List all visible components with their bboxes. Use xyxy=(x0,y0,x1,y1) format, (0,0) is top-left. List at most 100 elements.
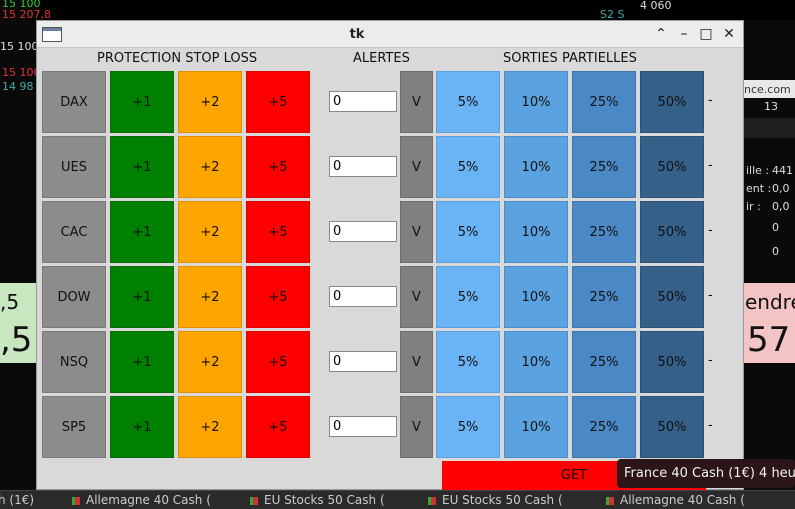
bg-strip xyxy=(744,80,795,98)
row-status: - xyxy=(708,353,713,368)
stop-plus2-button[interactable]: +2 xyxy=(178,266,242,328)
exit-10pct-button[interactable]: 10% xyxy=(504,396,568,458)
exit-5pct-button[interactable]: 5% xyxy=(436,71,500,133)
bg-price: 15 207,8 xyxy=(2,8,51,21)
row-status: - xyxy=(708,418,713,433)
stop-plus5-button[interactable]: +5 xyxy=(246,201,310,263)
stop-plus5-button[interactable]: +5 xyxy=(246,266,310,328)
exit-25pct-button[interactable]: 25% xyxy=(572,136,636,198)
exit-5pct-button[interactable]: 5% xyxy=(436,331,500,393)
stop-plus5-button[interactable]: +5 xyxy=(246,396,310,458)
taskbar-item[interactable]: h (1€) xyxy=(0,493,35,507)
taskbar-item[interactable]: Allemagne 40 Cash ( xyxy=(72,493,211,507)
alert-input[interactable] xyxy=(329,221,397,242)
taskbar-item-label: Allemagne 40 Cash ( xyxy=(620,493,745,507)
title-bar[interactable]: tk ⌃ – □ ✕ xyxy=(37,21,743,48)
bg-strip xyxy=(744,118,795,138)
taskbar-item[interactable]: EU Stocks 50 Cash ( xyxy=(250,493,385,507)
stop-plus2-button[interactable]: +2 xyxy=(178,396,242,458)
stop-plus5-button[interactable]: +5 xyxy=(246,71,310,133)
close-button[interactable]: ✕ xyxy=(723,26,735,42)
index-label: DOW xyxy=(42,266,106,328)
alert-input[interactable] xyxy=(329,351,397,372)
exit-10pct-button[interactable]: 10% xyxy=(504,201,568,263)
background-right-panel xyxy=(744,20,795,490)
row-status: - xyxy=(708,93,713,108)
taskbar: h (1€) Allemagne 40 Cash ( EU Stocks 50 … xyxy=(0,490,795,509)
exit-50pct-button[interactable]: 50% xyxy=(640,201,704,263)
exit-25pct-button[interactable]: 25% xyxy=(572,266,636,328)
bg-price: 15 100 xyxy=(2,66,41,79)
alert-validate-button[interactable]: V xyxy=(400,331,433,393)
exit-5pct-button[interactable]: 5% xyxy=(436,136,500,198)
exit-25pct-button[interactable]: 25% xyxy=(572,71,636,133)
exit-5pct-button[interactable]: 5% xyxy=(436,201,500,263)
bg-buy-price-small: ,5 xyxy=(0,290,20,314)
chart-icon xyxy=(606,496,614,505)
exit-25pct-button[interactable]: 25% xyxy=(572,331,636,393)
stop-plus2-button[interactable]: +2 xyxy=(178,136,242,198)
index-label: DAX xyxy=(42,71,106,133)
bg-label: 13 xyxy=(764,100,778,113)
chart-icon xyxy=(72,496,80,505)
alert-input[interactable] xyxy=(329,416,397,437)
bg-price: 4 060 xyxy=(640,0,672,12)
exit-5pct-button[interactable]: 5% xyxy=(436,266,500,328)
bg-sell-label: endre xyxy=(745,290,795,314)
exit-50pct-button[interactable]: 50% xyxy=(640,396,704,458)
exit-25pct-button[interactable]: 25% xyxy=(572,396,636,458)
exit-10pct-button[interactable]: 10% xyxy=(504,136,568,198)
exit-50pct-button[interactable]: 50% xyxy=(640,71,704,133)
bg-label: ille : xyxy=(746,164,770,177)
alert-input[interactable] xyxy=(329,286,397,307)
stop-plus1-button[interactable]: +1 xyxy=(110,396,174,458)
minimize-button[interactable]: – xyxy=(680,26,688,42)
exit-50pct-button[interactable]: 50% xyxy=(640,331,704,393)
stop-plus5-button[interactable]: +5 xyxy=(246,136,310,198)
alert-validate-button[interactable]: V xyxy=(400,71,433,133)
alert-input[interactable] xyxy=(329,91,397,112)
bg-label: ent : xyxy=(746,182,772,195)
exit-5pct-button[interactable]: 5% xyxy=(436,396,500,458)
stop-plus2-button[interactable]: +2 xyxy=(178,331,242,393)
alert-validate-button[interactable]: V xyxy=(400,396,433,458)
taskbar-item-label: EU Stocks 50 Cash ( xyxy=(264,493,385,507)
index-label: NSQ xyxy=(42,331,106,393)
bg-sell-price: 57 xyxy=(747,320,791,360)
maximize-up-icon[interactable]: ⌃ xyxy=(655,26,667,42)
stop-plus1-button[interactable]: +1 xyxy=(110,201,174,263)
bg-label: ir : xyxy=(746,200,761,213)
bg-price: 15 100 xyxy=(2,0,41,10)
exit-10pct-button[interactable]: 10% xyxy=(504,266,568,328)
bg-buy-panel xyxy=(0,283,36,363)
row-status: - xyxy=(708,223,713,238)
stop-plus1-button[interactable]: +1 xyxy=(110,266,174,328)
exit-10pct-button[interactable]: 10% xyxy=(504,331,568,393)
alert-validate-button[interactable]: V xyxy=(400,136,433,198)
exit-50pct-button[interactable]: 50% xyxy=(640,266,704,328)
bg-value: 0,0 xyxy=(772,200,790,213)
index-label: UES xyxy=(42,136,106,198)
background-top-bar xyxy=(0,0,795,20)
bg-value: 0 xyxy=(772,245,779,258)
stop-plus1-button[interactable]: +1 xyxy=(110,71,174,133)
stop-plus2-button[interactable]: +2 xyxy=(178,201,242,263)
stop-plus1-button[interactable]: +1 xyxy=(110,331,174,393)
taskbar-item-label: Allemagne 40 Cash ( xyxy=(86,493,211,507)
exit-50pct-button[interactable]: 50% xyxy=(640,136,704,198)
taskbar-item[interactable]: Allemagne 40 Cash ( xyxy=(606,493,745,507)
stop-plus2-button[interactable]: +2 xyxy=(178,71,242,133)
stop-plus1-button[interactable]: +1 xyxy=(110,136,174,198)
row-status: - xyxy=(708,158,713,173)
alert-input[interactable] xyxy=(329,156,397,177)
maximize-button[interactable]: □ xyxy=(699,26,713,42)
bg-label: S2 S xyxy=(600,8,625,21)
bg-value: 0 xyxy=(772,221,779,234)
alert-validate-button[interactable]: V xyxy=(400,201,433,263)
alert-validate-button[interactable]: V xyxy=(400,266,433,328)
stop-plus5-button[interactable]: +5 xyxy=(246,331,310,393)
taskbar-item[interactable]: EU Stocks 50 Cash ( xyxy=(428,493,563,507)
bg-value: 441 xyxy=(772,164,793,177)
exit-10pct-button[interactable]: 10% xyxy=(504,71,568,133)
exit-25pct-button[interactable]: 25% xyxy=(572,201,636,263)
